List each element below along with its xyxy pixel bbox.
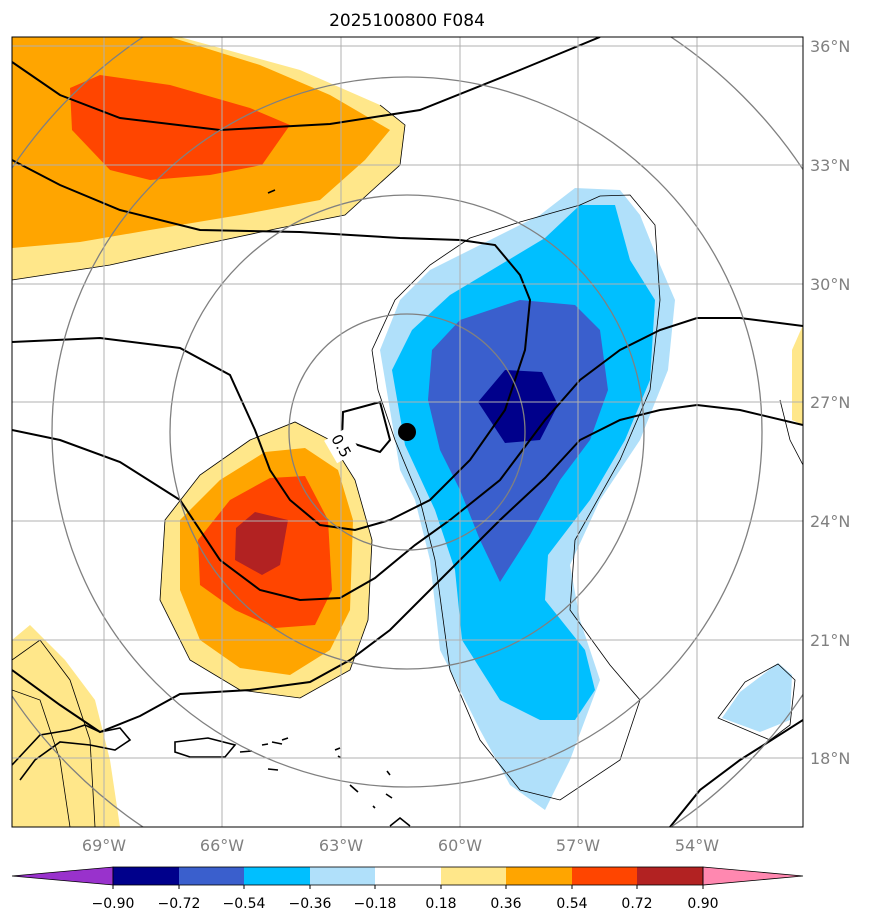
plot-title: 2025100800 F084 bbox=[329, 11, 485, 31]
positive-anomaly-east bbox=[792, 325, 803, 425]
colorbar-bin bbox=[506, 867, 572, 885]
lat-labels: 36°N 33°N 30°N 27°N 24°N 21°N 18°N bbox=[810, 37, 850, 768]
colorbar-overflow-arrow bbox=[702, 866, 804, 886]
colorbar-bin bbox=[244, 867, 310, 885]
colorbar-bin bbox=[637, 867, 703, 885]
colorbar-tick: 0.72 bbox=[621, 896, 652, 912]
colorbar-tick: 0.54 bbox=[556, 896, 587, 912]
lat-label: 30°N bbox=[810, 275, 850, 294]
colorbar-bin bbox=[572, 867, 637, 885]
coastlines bbox=[12, 189, 411, 827]
lon-label: 66°W bbox=[200, 836, 244, 855]
lon-label: 54°W bbox=[675, 836, 719, 855]
colorbar-tick: −0.90 bbox=[92, 896, 135, 912]
lon-label: 60°W bbox=[438, 836, 482, 855]
colorbar-bin bbox=[375, 867, 441, 885]
colorbar-bin bbox=[179, 867, 244, 885]
colorbar-tick: −0.54 bbox=[223, 896, 266, 912]
colorbar-tick: −0.18 bbox=[354, 896, 397, 912]
gridlines bbox=[12, 37, 803, 827]
colorbar-bin bbox=[113, 867, 179, 885]
lon-label: 63°W bbox=[319, 836, 363, 855]
thin-contours bbox=[12, 104, 803, 827]
negative-anomaly bbox=[380, 188, 792, 810]
lat-label: 18°N bbox=[810, 749, 850, 768]
lat-label: 27°N bbox=[810, 393, 850, 412]
colorbar-tick: 0.90 bbox=[687, 896, 718, 912]
lat-label: 21°N bbox=[810, 631, 850, 650]
colorbar-tick: −0.36 bbox=[289, 896, 332, 912]
colorbar: −0.90 −0.72 −0.54 −0.36 −0.18 0.18 0.36 … bbox=[11, 866, 804, 912]
lat-label: 24°N bbox=[810, 512, 850, 531]
lat-label: 33°N bbox=[810, 156, 850, 175]
positive-anomaly-north bbox=[12, 37, 405, 280]
colorbar-tick: −0.72 bbox=[158, 896, 201, 912]
lon-label: 57°W bbox=[556, 836, 600, 855]
colorbar-tick: 0.18 bbox=[425, 896, 456, 912]
positive-anomaly-south bbox=[12, 625, 120, 827]
positive-anomaly-center bbox=[160, 422, 372, 698]
storm-center-marker bbox=[398, 423, 416, 441]
colorbar-tick: 0.36 bbox=[490, 896, 521, 912]
colorbar-bin bbox=[310, 867, 375, 885]
lon-labels: 69°W 66°W 63°W 60°W 57°W 54°W bbox=[82, 836, 719, 855]
lon-label: 69°W bbox=[82, 836, 126, 855]
map-frame bbox=[11, 36, 804, 828]
colorbar-underflow-arrow bbox=[11, 866, 114, 886]
colorbar-bin bbox=[441, 867, 506, 885]
lat-label: 36°N bbox=[810, 37, 850, 56]
